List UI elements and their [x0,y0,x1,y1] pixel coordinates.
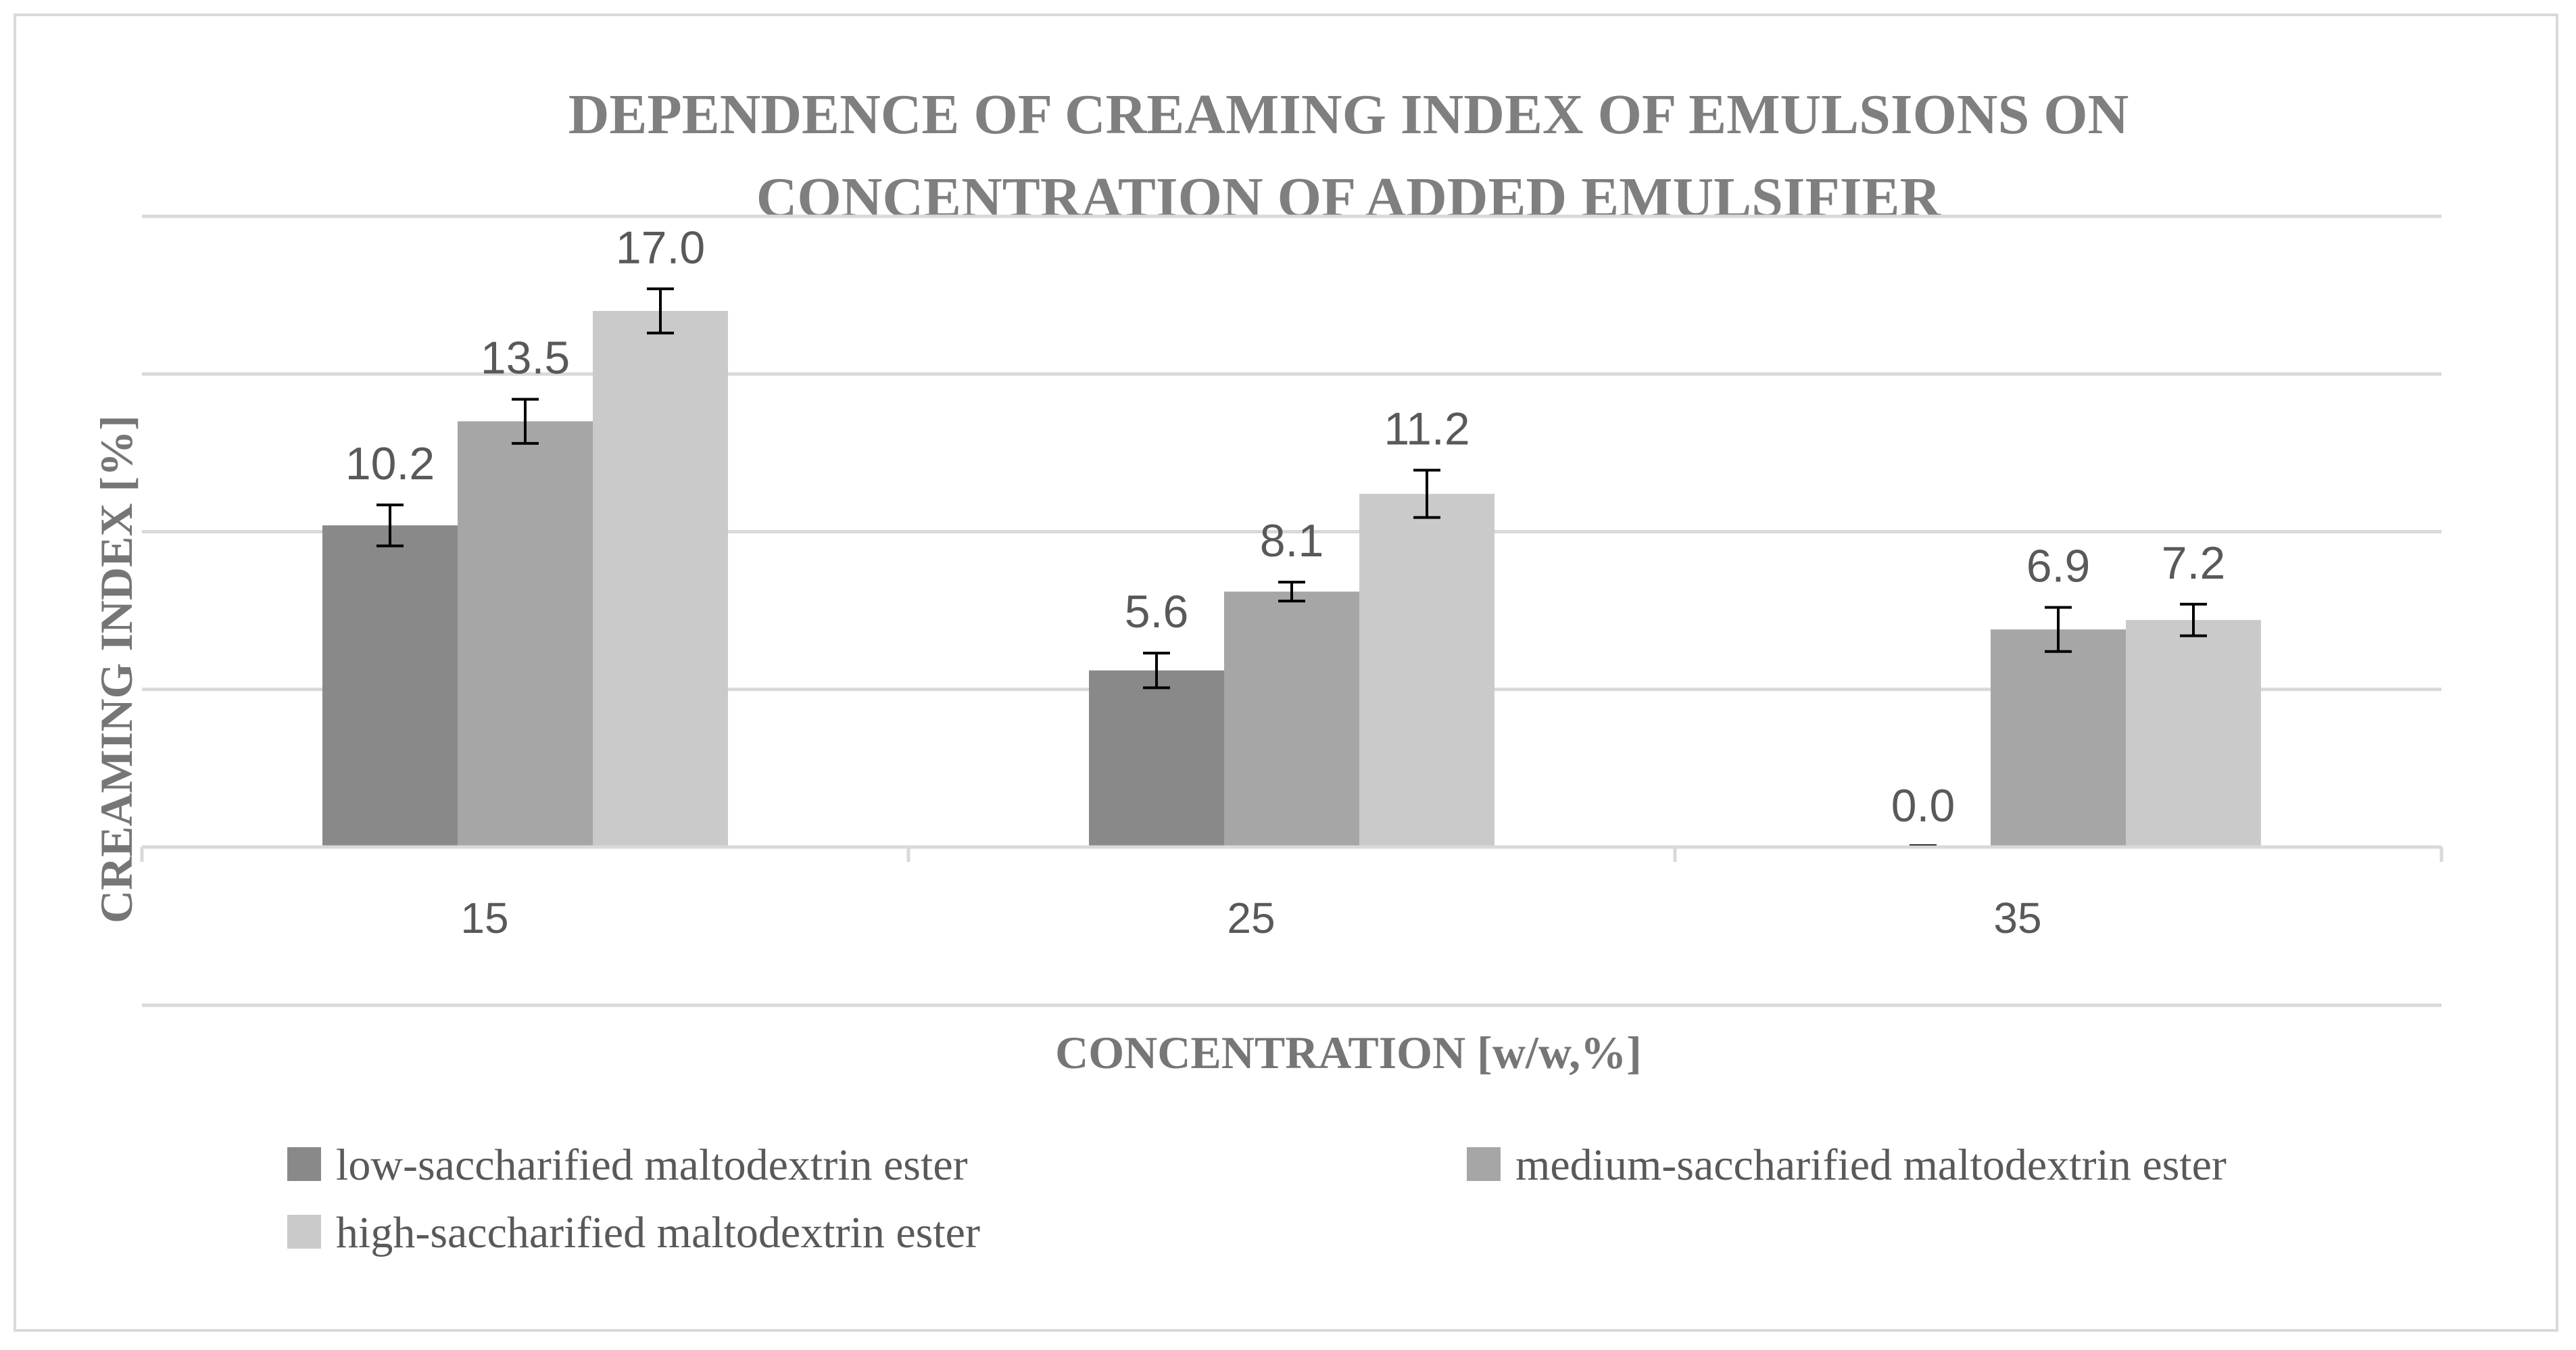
chart-title-line-1: DEPENDENCE OF CREAMING INDEX OF EMULSION… [568,83,2129,146]
y-axis-title: CREAMING INDEX [%] [91,415,142,923]
data-labels: 10.2 13.5 17.0 5.6 8.1 11.2 0.0 6.9 7.2 [345,222,2225,831]
bar-s1-c2 [1991,629,2126,847]
legend: low-saccharified maltodextrin ester mediu… [287,1140,2227,1257]
data-label-s2-c2: 7.2 [2162,537,2226,589]
legend-label-0: low-saccharified maltodextrin ester [336,1140,968,1190]
legend-item-0: low-saccharified maltodextrin ester [287,1140,968,1190]
legend-item-2: high-saccharified maltodextrin ester [287,1208,980,1257]
x-axis [140,845,2444,1007]
data-label-s0-c2: 0.0 [1891,780,1955,831]
legend-swatch-2 [287,1215,321,1249]
bar-s1-c0 [458,421,593,847]
legend-label-2: high-saccharified maltodextrin ester [336,1208,980,1257]
data-label-s2-c1: 11.2 [1384,404,1469,455]
errorbar-s1-c2 [2045,606,2072,653]
legend-item-1: medium-saccharified maltodextrin ester [1467,1140,2227,1190]
legend-swatch-0 [287,1147,321,1181]
data-label-s1-c2: 6.9 [2026,540,2091,592]
data-label-s0-c1: 5.6 [1125,586,1189,637]
data-label-s1-c0: 13.5 [481,333,570,384]
errorbar-s2-c0 [647,287,674,335]
legend-swatch-1 [1467,1147,1501,1181]
errorbar-s1-c1 [1278,581,1305,603]
x-axis-title: CONCENTRATION [w/w,%] [1055,1027,1642,1078]
chart-title-line-2: CONCENTRATION OF ADDED EMULSIFIER [756,166,1942,229]
bar-s1-c1 [1224,592,1359,847]
error-bars [376,287,2207,847]
errorbar-s0-c1 [1143,652,1170,690]
bar-s2-c0 [593,310,728,847]
chart-frame [14,14,2558,1332]
bar-s2-c1 [1359,493,1494,847]
legend-label-1: medium-saccharified maltodextrin ester [1515,1140,2227,1190]
x-tick-labels: 15 25 35 [460,894,2041,942]
errorbar-s1-c0 [512,397,539,445]
errorbar-s2-c1 [1413,468,1440,519]
data-label-s2-c0: 17.0 [616,222,705,273]
data-label-s0-c0: 10.2 [345,438,435,489]
x-tick-label-1: 25 [1227,894,1275,942]
bar-s2-c2 [2126,620,2261,847]
bar-s0-c1 [1089,670,1224,847]
errorbar-s0-c0 [376,503,404,548]
bar-s0-c0 [322,525,458,847]
x-tick-label-2: 35 [1993,894,2041,942]
bars [322,310,2261,847]
data-label-s1-c1: 8.1 [1260,515,1324,566]
x-tick-label-0: 15 [460,894,508,942]
errorbar-s2-c2 [2180,602,2207,637]
